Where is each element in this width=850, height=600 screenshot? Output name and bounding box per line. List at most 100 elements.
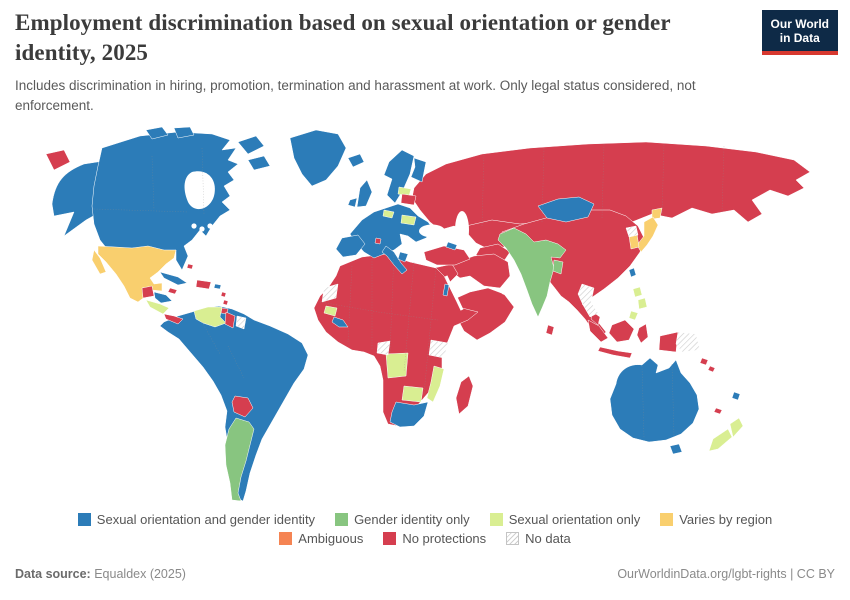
region-ireland[interactable] (347, 197, 358, 208)
region-puerto-rico[interactable] (213, 283, 222, 290)
region-mexico[interactable] (97, 245, 177, 303)
region-solomon-islands[interactable] (699, 357, 709, 366)
region-guyana[interactable] (224, 311, 236, 329)
region-thailand-laos[interactable] (577, 283, 599, 318)
region-belarus[interactable] (400, 193, 417, 206)
region-baja-california[interactable] (91, 249, 107, 275)
chart-footer: Data source: Equaldex (2025) OurWorldinD… (15, 567, 835, 581)
region-honduras-belize[interactable] (153, 291, 173, 304)
regions-no-data (235, 225, 701, 359)
legend-item-varies[interactable]: Varies by region (660, 512, 772, 527)
region-balkans-greece[interactable] (397, 251, 409, 263)
region-fiji[interactable] (731, 391, 741, 401)
legend-item-so-only[interactable]: Sexual orientation only (489, 512, 640, 527)
region-gabon[interactable] (376, 340, 391, 356)
region-iran[interactable] (451, 253, 511, 289)
owid-logo-box: Our World in Data (761, 10, 838, 51)
region-japan-hokkaido[interactable] (651, 207, 663, 220)
region-finland[interactable] (410, 157, 427, 183)
region-bangladesh[interactable] (552, 259, 564, 275)
region-israel[interactable] (442, 283, 450, 297)
region-arctic-island-1[interactable] (145, 126, 169, 140)
region-philippines-mindanao[interactable] (628, 310, 639, 321)
region-india-pakistan[interactable] (497, 227, 567, 318)
legend-label-ambiguous: Ambiguous (298, 531, 364, 546)
region-west-papua[interactable] (658, 331, 679, 353)
legend-swatch-so-and-gi (77, 513, 91, 526)
region-north-korea[interactable] (625, 225, 639, 238)
region-iberia[interactable] (335, 234, 366, 258)
owid-logo[interactable]: Our World in Data (761, 10, 838, 55)
legend-item-so-and-gi[interactable]: Sexual orientation and gender identity (77, 512, 315, 527)
region-borneo[interactable] (608, 319, 635, 343)
region-papua-new-guinea[interactable] (675, 331, 701, 353)
region-arabia[interactable] (451, 287, 515, 341)
region-japan-honshu[interactable] (636, 216, 659, 253)
region-iceland[interactable] (347, 153, 365, 168)
region-arctic-island-2[interactable] (173, 126, 195, 139)
region-guinea[interactable] (323, 305, 338, 317)
water-bodies (184, 171, 511, 347)
region-baffin-island-2[interactable] (247, 155, 271, 171)
region-tasmania[interactable] (669, 443, 683, 455)
region-argentina[interactable] (224, 417, 255, 502)
legend-label-no-protections: No protections (402, 531, 487, 546)
region-guatemala[interactable] (141, 285, 155, 299)
region-scandinavia[interactable] (383, 149, 415, 204)
region-baffin-island[interactable] (237, 135, 265, 155)
region-taiwan[interactable] (628, 267, 637, 278)
region-sulawesi[interactable] (636, 323, 649, 344)
region-sumatra[interactable] (587, 319, 609, 343)
region-new-caledonia[interactable] (713, 407, 723, 415)
region-botswana[interactable] (401, 385, 424, 403)
region-hispaniola[interactable] (195, 279, 212, 290)
legend-item-gi-only[interactable]: Gender identity only (335, 512, 470, 527)
region-java[interactable] (597, 346, 633, 359)
region-south-africa[interactable] (389, 401, 429, 428)
region-australia[interactable] (609, 357, 700, 443)
regions-varies (91, 207, 663, 303)
region-united-kingdom[interactable] (356, 179, 373, 208)
region-paraguay[interactable] (231, 395, 254, 418)
region-mongolia[interactable] (537, 196, 595, 223)
region-africa[interactable] (313, 253, 479, 427)
region-georgia[interactable] (445, 241, 458, 251)
region-new-zealand-north[interactable] (729, 417, 744, 438)
region-jamaica[interactable] (167, 287, 178, 295)
legend-swatch-so-only (489, 513, 503, 526)
region-philippines-luzon[interactable] (632, 286, 643, 298)
legend-item-ambiguous[interactable]: Ambiguous (279, 531, 363, 546)
great-lake-3 (207, 223, 213, 229)
region-bahamas[interactable] (186, 263, 194, 270)
region-lesser-antilles[interactable] (220, 291, 227, 298)
region-suriname[interactable] (235, 315, 247, 330)
region-lesser-antilles-2[interactable] (222, 299, 229, 306)
region-liberia[interactable] (331, 316, 349, 328)
region-czechia[interactable] (382, 209, 395, 219)
region-el-salvador-nicaragua[interactable] (145, 299, 170, 315)
legend-label-no-data: No data (525, 531, 571, 546)
legend-row-2: Ambiguous No protections No data (0, 529, 850, 548)
region-western-sahara[interactable] (321, 283, 339, 303)
region-italy[interactable] (381, 245, 408, 275)
region-sri-lanka[interactable] (545, 324, 555, 336)
region-costa-rica-panama[interactable] (163, 313, 184, 325)
region-madagascar[interactable] (455, 375, 474, 415)
region-angola[interactable] (385, 352, 409, 379)
region-solomon-islands-2[interactable] (707, 365, 716, 373)
legend-item-no-data[interactable]: No data (506, 531, 571, 546)
caspian-sea (455, 211, 469, 249)
region-new-zealand-south[interactable] (708, 428, 733, 452)
credit-link[interactable]: OurWorldinData.org/lgbt-rights | CC BY (617, 567, 835, 581)
region-mozambique[interactable] (426, 365, 445, 403)
data-source-line[interactable]: Data source: Equaldex (2025) (15, 567, 186, 581)
region-cuba[interactable] (159, 271, 188, 286)
region-philippines-visayas[interactable] (637, 297, 648, 310)
region-tanzania[interactable] (428, 339, 449, 359)
region-chukotka[interactable] (45, 149, 71, 171)
region-greenland[interactable] (289, 129, 347, 187)
red-sea (444, 275, 464, 311)
legend-item-no-protections[interactable]: No protections (383, 531, 486, 546)
region-romania[interactable] (400, 214, 417, 226)
region-switzerland[interactable] (374, 237, 382, 245)
